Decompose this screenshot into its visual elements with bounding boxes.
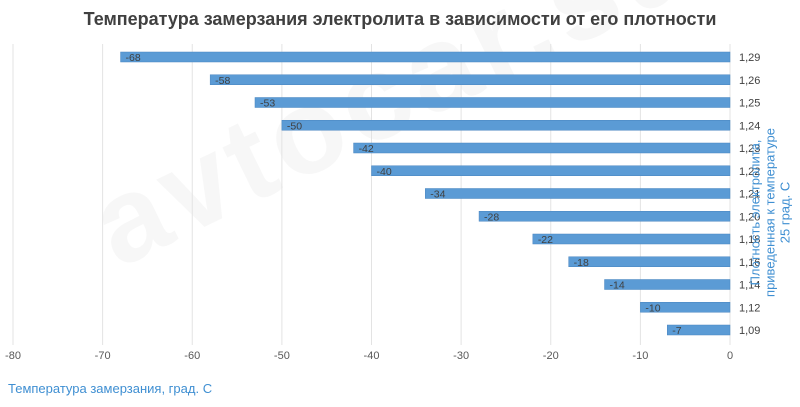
bar: [667, 324, 731, 336]
bar: [209, 74, 731, 85]
category-label: 1,23: [739, 143, 760, 155]
bar: [120, 51, 731, 63]
category-label: 1,25: [739, 98, 760, 110]
category-label: 1,09: [739, 325, 760, 337]
category-label: 1,26: [739, 75, 760, 87]
data-label: -40: [377, 166, 392, 178]
data-label: -34: [430, 189, 445, 201]
category-label: 1,20: [739, 211, 760, 223]
category-label: 1,29: [739, 52, 760, 64]
x-tick-label: -80: [5, 350, 21, 362]
x-tick-label: -30: [453, 350, 469, 362]
bar: [604, 279, 731, 290]
x-axis-label: Температура замерзания, град. С: [8, 381, 213, 396]
bar: [425, 188, 731, 199]
category-label: 1,12: [739, 302, 760, 314]
x-tick-label: -60: [184, 350, 200, 362]
category-label: 1,14: [739, 280, 760, 292]
chart-title: Температура замерзания электролита в зав…: [83, 9, 717, 29]
x-tick-label: 0: [727, 350, 733, 362]
bar: [640, 302, 731, 313]
data-label: -10: [645, 302, 660, 314]
data-label: -18: [574, 257, 589, 269]
x-tick-label: -50: [274, 350, 290, 362]
data-label: -58: [215, 75, 230, 87]
data-label: -53: [260, 98, 275, 110]
data-label: -22: [538, 234, 553, 246]
data-label: -68: [126, 52, 141, 64]
category-label: 1,18: [739, 234, 760, 246]
category-label: 1,16: [739, 257, 760, 269]
data-label: -42: [359, 143, 374, 155]
category-label: 1,21: [739, 189, 760, 201]
bar: [254, 97, 731, 108]
bar: [281, 120, 731, 131]
bar: [371, 165, 731, 176]
bar: [353, 142, 731, 154]
x-tick-label: -10: [632, 350, 648, 362]
bar: [532, 233, 731, 245]
x-tick-label: -70: [95, 350, 111, 362]
category-label: 1,24: [739, 120, 760, 132]
data-label: -14: [610, 280, 625, 292]
x-tick-label: -40: [364, 350, 380, 362]
data-label: -7: [672, 325, 681, 337]
data-label: -50: [287, 120, 302, 132]
data-label: -28: [484, 211, 499, 223]
category-label: 1,22: [739, 166, 760, 178]
bar: [568, 256, 731, 267]
bar: [478, 211, 731, 222]
y-axis-label: Плотность электролита, приведенная к тем…: [747, 128, 793, 297]
x-tick-label: -20: [543, 350, 559, 362]
